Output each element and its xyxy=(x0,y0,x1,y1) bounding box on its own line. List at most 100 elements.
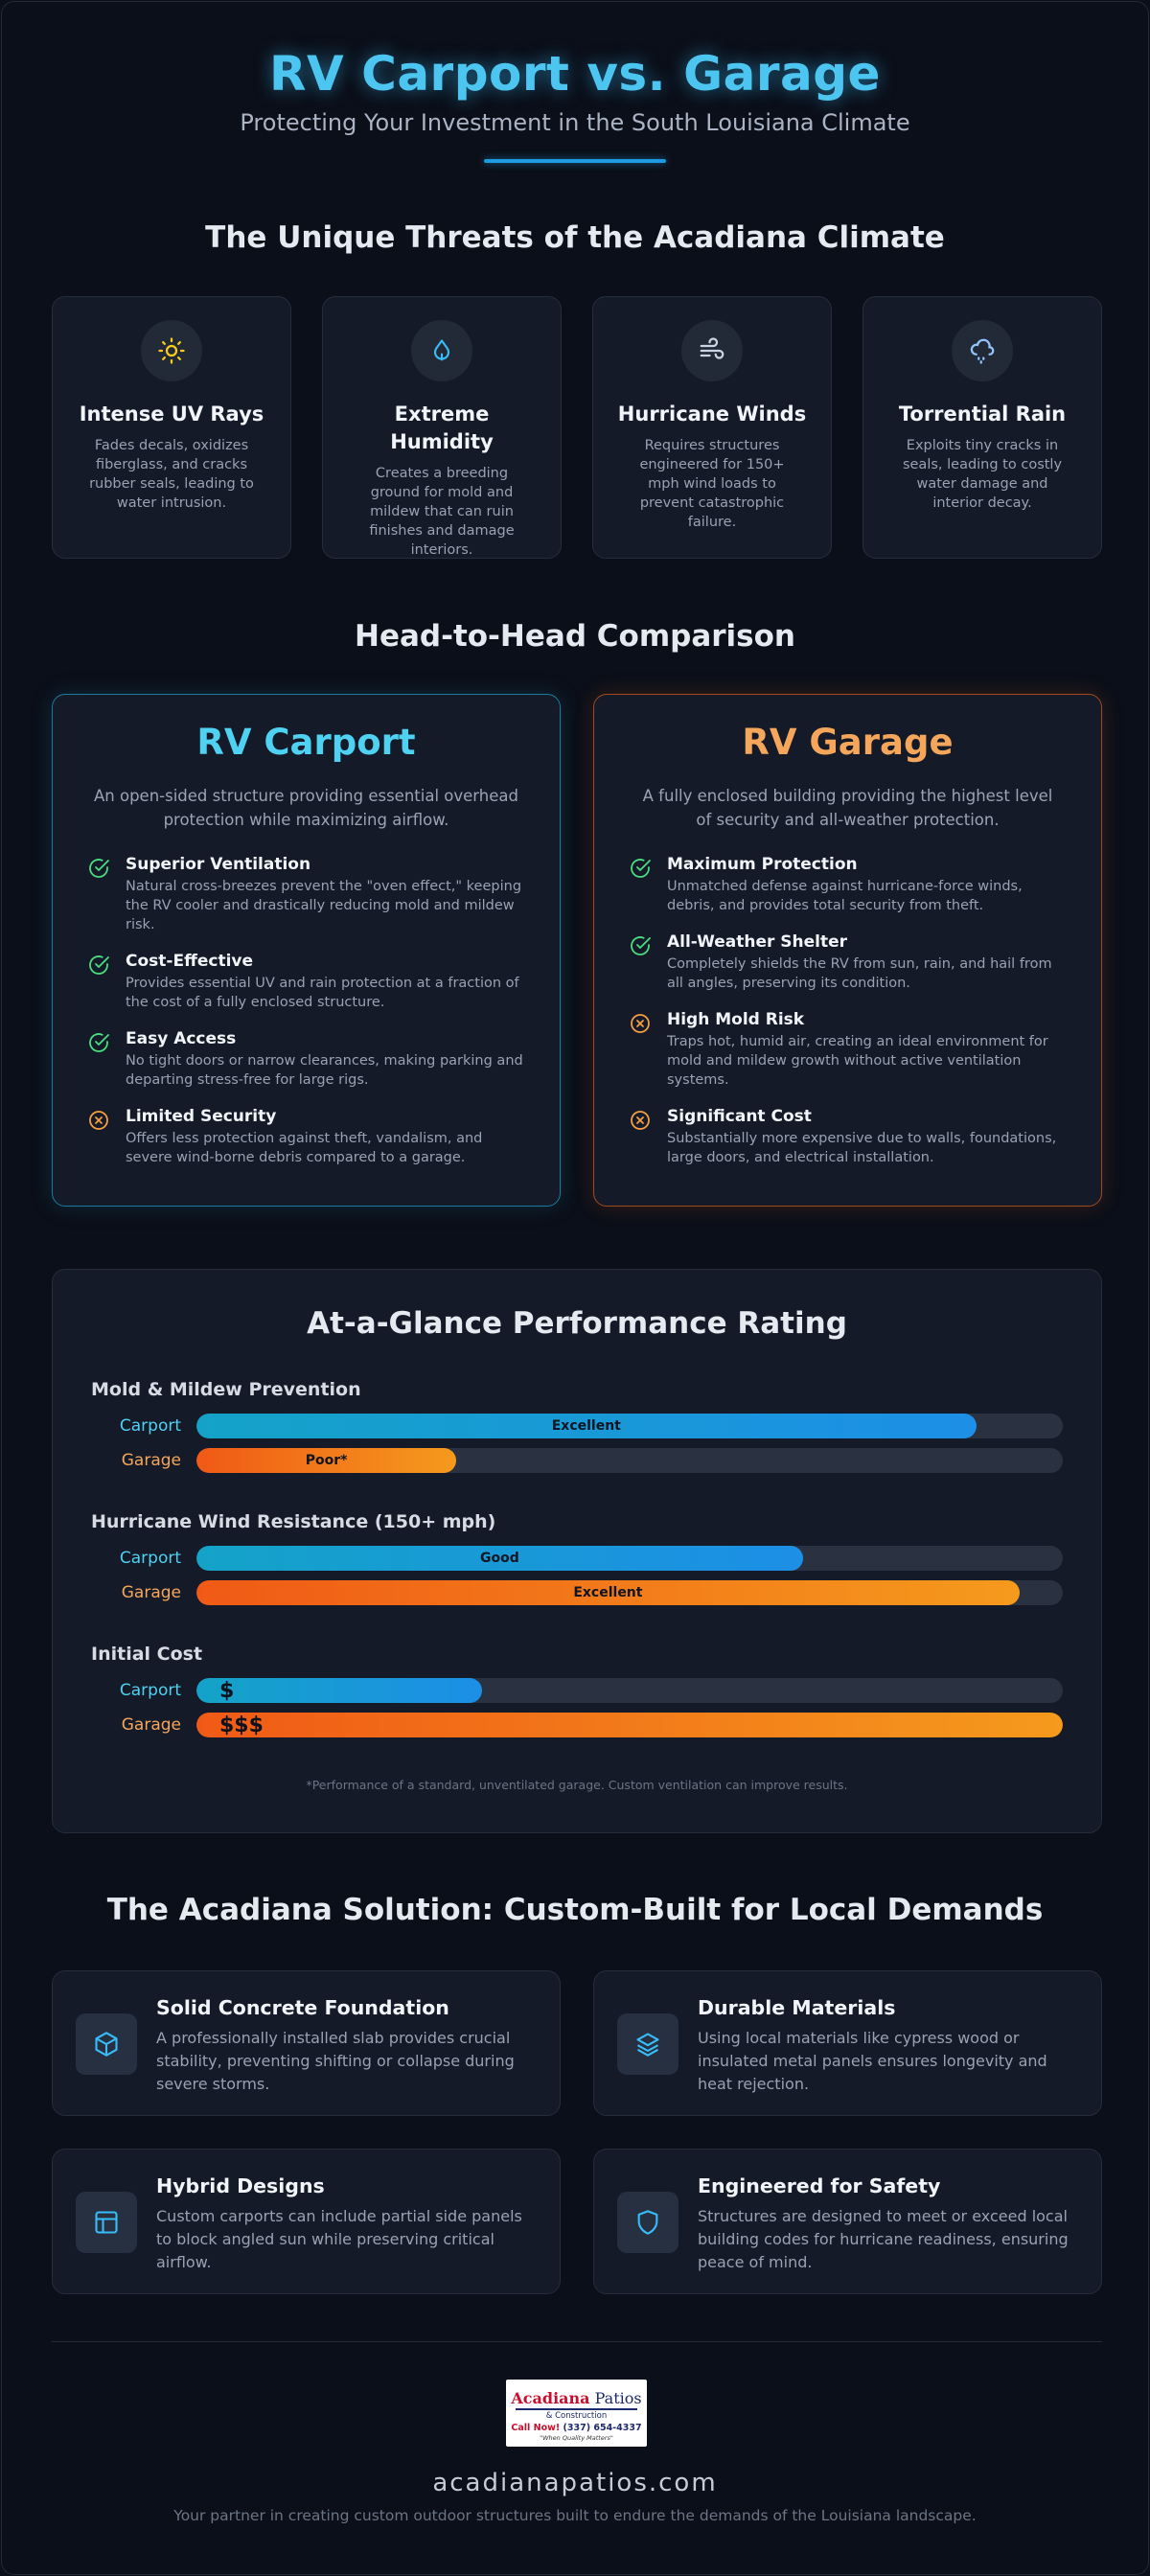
logo-phone: Call Now! (337) 654-4337 xyxy=(511,2423,642,2433)
bar-label: Carport xyxy=(119,1549,181,1568)
check-circle-icon xyxy=(631,859,651,878)
solution-grid: Solid Concrete Foundation A professionall… xyxy=(52,1970,1102,2294)
threat-name: Extreme Humidity xyxy=(390,402,494,453)
solution-icon-wrap xyxy=(617,2192,678,2253)
logo-sub: & Construction xyxy=(545,2411,608,2421)
metric-name: Mold & Mildew Prevention xyxy=(91,1379,361,1400)
feature-item: Cost-Effective Provides essential UV and … xyxy=(87,952,525,1012)
logo-name: Acadiana Patios xyxy=(511,2389,642,2407)
wind-icon xyxy=(700,337,724,359)
shield-icon xyxy=(637,2210,658,2235)
bar-label: Garage xyxy=(121,1583,181,1602)
feature-title: Easy Access xyxy=(126,1029,237,1048)
bar-track: Good xyxy=(196,1546,1063,1571)
sun-icon xyxy=(158,337,185,364)
threat-name: Intense UV Rays xyxy=(79,402,264,426)
threat-desc: Fades decals, oxidizes fiberglass, and c… xyxy=(89,438,254,511)
threat-desc: Requires structures engineered for 150+ … xyxy=(639,438,785,530)
rating-title: At-a-Glance Performance Rating xyxy=(307,1306,847,1341)
page-subtitle: Protecting Your Investment in the South … xyxy=(240,109,910,136)
footer-tagline: Your partner in creating custom outdoor … xyxy=(173,2507,977,2524)
feature-item: Easy Access No tight doors or narrow clea… xyxy=(87,1029,525,1090)
layout-icon xyxy=(95,2211,118,2234)
bar-fill: Excellent xyxy=(196,1414,977,1438)
threat-desc: Exploits tiny cracks in seals, leading t… xyxy=(902,438,1063,511)
header: RV Carport vs. Garage Protecting Your In… xyxy=(2,2,1148,163)
feature-text: Substantially more expensive due to wall… xyxy=(667,1131,1057,1165)
bar-label: Garage xyxy=(121,1715,181,1735)
garage-bar-row: Garage $$$ xyxy=(91,1713,1063,1737)
feature-title: Maximum Protection xyxy=(667,855,858,874)
solution-icon-wrap xyxy=(76,2013,137,2075)
solution-card: Engineered for Safety Structures are desi… xyxy=(593,2149,1102,2294)
feature-text: Offers less protection against theft, va… xyxy=(126,1131,483,1165)
garage-bar-row: Garage Excellent xyxy=(91,1580,1063,1605)
carport-bar-row: Carport Good xyxy=(91,1546,1063,1571)
garage-bar-row: Garage Poor* xyxy=(91,1448,1063,1473)
check-circle-icon xyxy=(89,955,109,975)
bar-label: Garage xyxy=(121,1451,181,1470)
bar-value: Good xyxy=(480,1551,519,1566)
threat-icon-wrap xyxy=(141,320,202,381)
metric-cost: Initial Cost Carport $ Garage $$$ xyxy=(91,1644,1063,1737)
bar-fill: $$$ xyxy=(196,1713,1063,1737)
footer-divider xyxy=(52,2341,1102,2342)
feature-text: Completely shields the RV from sun, rain… xyxy=(667,956,1052,991)
feature-item: All-Weather Shelter Completely shields th… xyxy=(629,932,1067,993)
bar-track: Excellent xyxy=(196,1580,1063,1605)
feature-title: Limited Security xyxy=(126,1107,277,1126)
performance-rating-panel: At-a-Glance Performance Rating Mold & Mi… xyxy=(52,1269,1102,1833)
carport-bar-row: Carport $ xyxy=(91,1678,1063,1703)
threat-name: Torrential Rain xyxy=(898,402,1067,426)
check-circle-icon xyxy=(89,1033,109,1052)
solution-card: Durable Materials Using local materials l… xyxy=(593,1970,1102,2116)
layers-icon xyxy=(636,2033,659,2057)
threat-card-humidity: Extreme Humidity Creates a breeding grou… xyxy=(322,296,562,559)
solution-title: Engineered for Safety xyxy=(698,2174,941,2197)
feature-item: Superior Ventilation Natural cross-breeze… xyxy=(87,855,525,934)
feature-text: Natural cross-breezes prevent the "oven … xyxy=(126,879,522,932)
rain-cloud-icon xyxy=(970,338,995,364)
garage-feature-list: Maximum Protection Unmatched defense agai… xyxy=(629,855,1067,1167)
carport-desc: An open-sided structure providing essent… xyxy=(94,787,518,829)
bar-fill: $ xyxy=(196,1678,483,1703)
garage-desc: A fully enclosed building providing the … xyxy=(642,787,1053,829)
threat-card-rain: Torrential Rain Exploits tiny cracks in … xyxy=(862,296,1102,559)
x-circle-icon xyxy=(631,1014,650,1033)
bar-value: Poor* xyxy=(305,1453,348,1468)
website-link[interactable]: acadianapatios.com xyxy=(432,2469,718,2497)
x-circle-icon xyxy=(631,1111,650,1130)
carport-bar-row: Carport Excellent xyxy=(91,1414,1063,1438)
bar-label: Carport xyxy=(119,1681,181,1700)
feature-title: High Mold Risk xyxy=(667,1010,805,1029)
solution-text: Structures are designed to meet or excee… xyxy=(698,2207,1069,2271)
solution-card: Hybrid Designs Custom carports can includ… xyxy=(52,2149,561,2294)
threat-card-uv: Intense UV Rays Fades decals, oxidizes f… xyxy=(52,296,291,559)
solution-title: Durable Materials xyxy=(698,1996,896,2019)
threat-name: Hurricane Winds xyxy=(617,402,807,426)
logo-tagline: "When Quality Matters" xyxy=(540,2434,613,2442)
threats-grid: Intense UV Rays Fades decals, oxidizes f… xyxy=(52,296,1102,559)
metric-mold: Mold & Mildew Prevention Carport Excelle… xyxy=(91,1379,1063,1473)
feature-item: Limited Security Offers less protection a… xyxy=(87,1107,525,1167)
check-circle-icon xyxy=(631,936,651,955)
bar-track: $$$ xyxy=(196,1713,1063,1737)
feature-item: High Mold Risk Traps hot, humid air, crea… xyxy=(629,1010,1067,1090)
carport-title: RV Carport xyxy=(196,722,416,763)
metric-name: Initial Cost xyxy=(91,1644,203,1665)
solution-section-title: The Acadiana Solution: Custom-Built for … xyxy=(106,1893,1044,1927)
solution-title: Hybrid Designs xyxy=(156,2174,325,2197)
feature-title: Significant Cost xyxy=(667,1107,812,1126)
feature-text: No tight doors or narrow clearances, mak… xyxy=(126,1053,523,1088)
threat-icon-wrap xyxy=(681,320,743,381)
bar-value: Excellent xyxy=(573,1585,643,1600)
metric-wind: Hurricane Wind Resistance (150+ mph) Car… xyxy=(91,1511,1063,1605)
logo-rule xyxy=(516,2408,637,2410)
carport-card: RV Carport An open-sided structure provi… xyxy=(52,694,561,1207)
company-logo[interactable]: Acadiana Patios & Construction Call Now!… xyxy=(506,2380,647,2447)
check-circle-icon xyxy=(89,859,109,878)
feature-title: Superior Ventilation xyxy=(126,855,311,874)
solution-text: Custom carports can include partial side… xyxy=(156,2207,522,2271)
bar-track: $ xyxy=(196,1678,1063,1703)
